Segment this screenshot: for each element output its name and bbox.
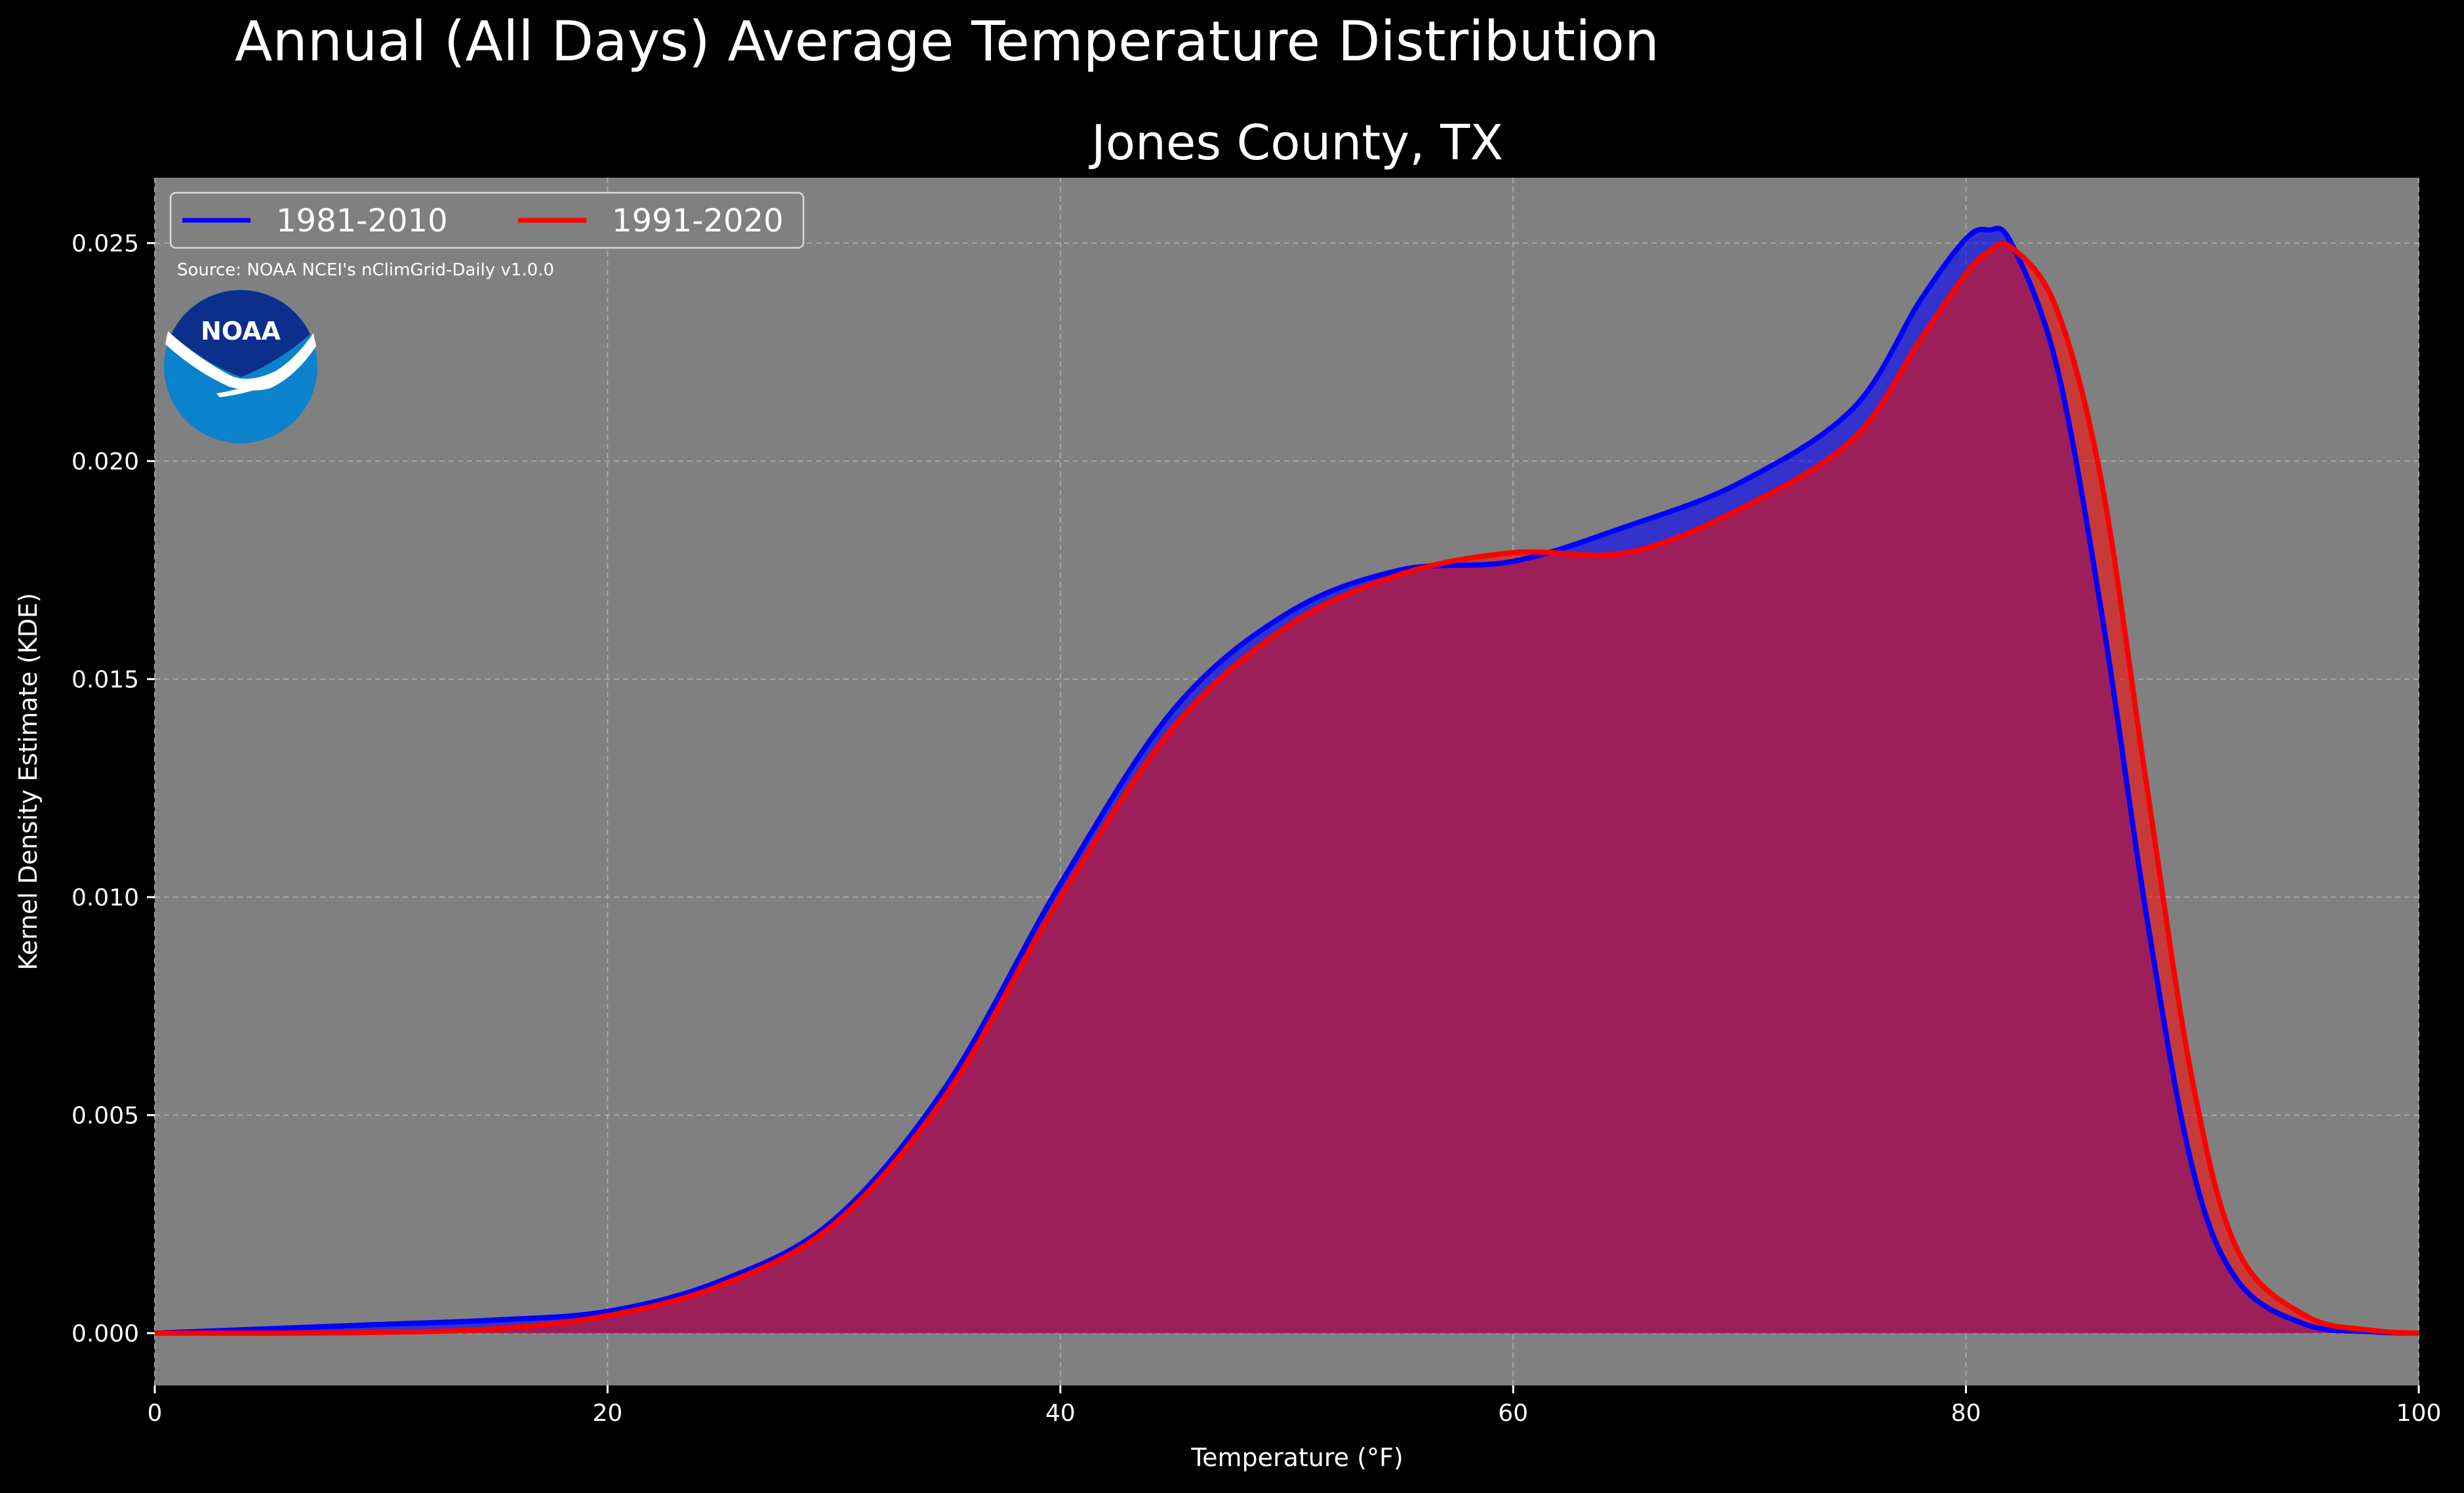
x-tick-label: 60 bbox=[1498, 1400, 1528, 1427]
x-axis-label: Temperature (°F) bbox=[1190, 1443, 1403, 1472]
legend-box bbox=[169, 191, 805, 249]
figure-title: Annual (All Days) Average Temperature Di… bbox=[235, 9, 1659, 73]
legend-label-1981-2010: 1981-2010 bbox=[276, 203, 448, 239]
axes-title: Jones County, TX bbox=[1089, 115, 1503, 171]
legend: 1981-2010 1991-2020 bbox=[169, 191, 805, 249]
noaa-logo-text: NOAA bbox=[201, 317, 281, 346]
x-tick-label: 40 bbox=[1045, 1400, 1076, 1427]
y-tick-label: 0.010 bbox=[71, 885, 139, 911]
kde-line-1991-2020 bbox=[155, 241, 2419, 1336]
legend-label-1991-2020: 1991-2020 bbox=[612, 203, 784, 239]
kde-areas bbox=[155, 228, 2419, 1334]
y-tick-label: 0.000 bbox=[71, 1321, 139, 1347]
kde-lines bbox=[154, 226, 2419, 1336]
y-tick-label: 0.015 bbox=[71, 667, 139, 694]
y-tick-label: 0.005 bbox=[71, 1103, 139, 1130]
x-tick-label: 100 bbox=[2396, 1400, 2442, 1427]
source-annotation: Source: NOAA NCEI's nClimGrid-Daily v1.0… bbox=[177, 260, 554, 280]
y-tick-label: 0.020 bbox=[71, 448, 139, 475]
y-tick-label: 0.025 bbox=[71, 231, 139, 258]
kde-line-1981-2010 bbox=[154, 226, 2419, 1336]
x-axis-ticks: 0 20 40 60 80 100 bbox=[148, 1385, 2442, 1427]
noaa-logo-bird bbox=[165, 331, 316, 391]
x-tick-label: 20 bbox=[592, 1400, 622, 1427]
x-tick-label: 0 bbox=[148, 1400, 163, 1427]
noaa-logo-bird-tail bbox=[216, 375, 275, 397]
kde-overlap-area bbox=[155, 243, 2419, 1334]
y-axis-ticks: 0.000 0.005 0.010 0.015 0.020 0.025 bbox=[71, 231, 155, 1347]
y-axis-label: Kernel Density Estimate (KDE) bbox=[14, 593, 43, 970]
noaa-logo-upper bbox=[171, 290, 310, 377]
noaa-logo: NOAA bbox=[164, 290, 317, 443]
x-tick-label: 80 bbox=[1951, 1400, 1981, 1427]
